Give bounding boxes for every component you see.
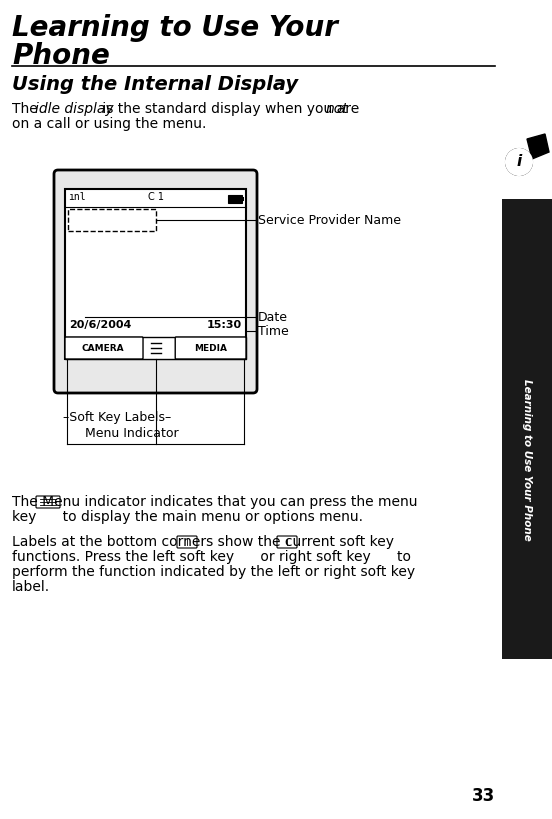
Bar [65, 337, 246, 360]
Text: –Soft Key Labels–: –Soft Key Labels– [63, 410, 171, 423]
Polygon shape [527, 135, 549, 160]
FancyBboxPatch shape [36, 496, 60, 509]
Text: MEDIA: MEDIA [194, 344, 227, 353]
Circle shape [506, 150, 532, 176]
Text: Service Provider Name: Service Provider Name [258, 215, 401, 227]
Bar [502, 200, 552, 659]
Text: Labels at the bottom corners show the current soft key: Labels at the bottom corners show the cu… [12, 534, 394, 549]
Text: idle display: idle display [35, 102, 114, 115]
Text: 20/6/2004: 20/6/2004 [69, 319, 131, 329]
Bar [242, 197, 244, 201]
Text: 33: 33 [472, 786, 495, 804]
Bar [68, 210, 156, 232]
Text: Using the Internal Display: Using the Internal Display [12, 75, 298, 94]
Text: Menu Indicator: Menu Indicator [85, 427, 179, 440]
FancyBboxPatch shape [65, 337, 143, 360]
Text: on a call or using the menu.: on a call or using the menu. [12, 117, 206, 131]
Text: ınl: ınl [68, 192, 86, 201]
Text: The Menu indicator indicates that you can press the menu: The Menu indicator indicates that you ca… [12, 495, 417, 509]
Text: perform the function indicated by the left or right soft key: perform the function indicated by the le… [12, 564, 415, 578]
Bar [65, 190, 246, 360]
Bar [228, 196, 242, 204]
FancyBboxPatch shape [54, 171, 257, 393]
Text: The: The [12, 102, 42, 115]
Text: functions. Press the left soft key      or right soft key      to: functions. Press the left soft key or ri… [12, 550, 411, 563]
FancyBboxPatch shape [277, 536, 297, 549]
Text: label.: label. [12, 579, 50, 593]
Text: Date: Date [258, 311, 288, 324]
Text: Learning to Use Your Phone: Learning to Use Your Phone [522, 378, 532, 541]
Text: CAMERA: CAMERA [82, 344, 124, 353]
Text: 15:30: 15:30 [207, 319, 242, 329]
Text: key      to display the main menu or options menu.: key to display the main menu or options … [12, 509, 363, 523]
FancyBboxPatch shape [175, 337, 246, 360]
Text: C 1: C 1 [147, 192, 163, 201]
FancyBboxPatch shape [177, 536, 197, 549]
Text: not: not [326, 102, 349, 115]
Text: is the standard display when you are: is the standard display when you are [98, 102, 364, 115]
Text: i: i [516, 154, 522, 170]
Text: Learning to Use Your: Learning to Use Your [12, 14, 338, 42]
Text: Phone: Phone [12, 42, 110, 70]
Text: Time: Time [258, 325, 289, 338]
